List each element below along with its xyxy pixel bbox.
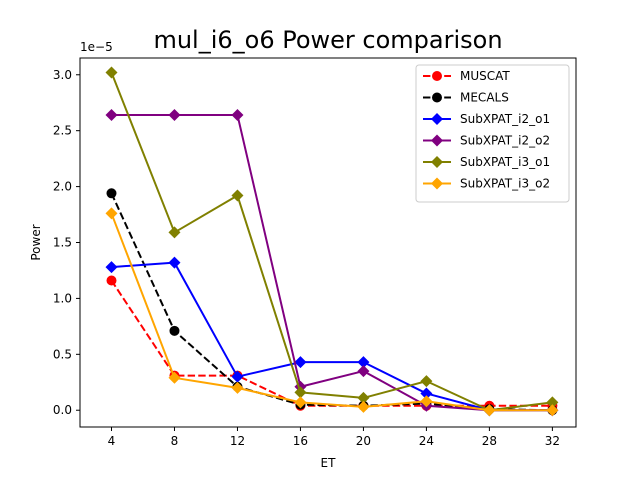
- series-line-subxpat-i3-o2: [110, 213, 553, 412]
- data-point-subxpat-i2-o2-12: [231, 109, 244, 122]
- data-point-subxpat-i2-o1-8: [168, 256, 181, 269]
- legend-item-mecals: MECALS: [423, 91, 509, 105]
- legend-marker-subxpat-i2-o1: [431, 113, 443, 125]
- data-point-mecals-8: [169, 325, 180, 336]
- x-tick-label-28: 28: [482, 434, 497, 448]
- data-point-subxpat-i2-o2-20: [357, 365, 370, 378]
- x-tick-label-32: 32: [545, 434, 560, 448]
- legend-marker-subxpat-i3-o2: [431, 177, 443, 190]
- series-muscat: [106, 275, 558, 411]
- y-axis-scale-note: 1e−5: [80, 40, 113, 54]
- data-point-subxpat-i3-o1-20: [357, 391, 370, 404]
- data-point-subxpat-i3-o2-32: [546, 404, 559, 417]
- data-point-mecals-4: [106, 188, 117, 199]
- data-point-subxpat-i3-o2-16: [294, 396, 307, 409]
- legend-label-subxpat-i2-o1: SubXPAT_i2_o1: [460, 112, 550, 126]
- data-point-subxpat-i3-o2-20: [357, 400, 370, 413]
- legend-marker-subxpat-i3-o1: [431, 156, 443, 168]
- legend-label-subxpat-i3-o2: SubXPAT_i3_o2: [460, 177, 550, 191]
- x-axis: 4 8 12 16 20 24 28 32: [108, 427, 560, 448]
- legend-label-subxpat-i2-o2: SubXPAT_i2_o2: [460, 134, 550, 148]
- data-point-subxpat-i3-o2-12: [231, 381, 244, 394]
- y-tick-label-6: 3.0: [53, 68, 72, 82]
- y-tick-label-0: 0.0: [53, 403, 72, 417]
- data-point-subxpat-i2-o1-4: [105, 261, 118, 274]
- legend-label-muscat: MUSCAT: [460, 69, 510, 83]
- series-subxpat-i2-o1: [105, 256, 559, 417]
- y-tick-label-1: 0.5: [53, 347, 72, 361]
- y-tick-label-2: 1.0: [53, 291, 72, 305]
- data-point-subxpat-i2-o1-24: [420, 387, 433, 400]
- x-tick-label-20: 20: [356, 434, 371, 448]
- data-point-subxpat-i2-o2-4: [105, 109, 118, 122]
- data-point-subxpat-i2-o2-8: [168, 109, 181, 122]
- legend-label-subxpat-i3-o1: SubXPAT_i3_o1: [460, 155, 550, 169]
- x-tick-label-16: 16: [293, 434, 308, 448]
- legend-marker-muscat: [432, 71, 442, 81]
- data-point-subxpat-i3-o1-24: [420, 375, 433, 388]
- y-tick-label-3: 1.5: [53, 236, 72, 250]
- x-tick-label-8: 8: [171, 434, 179, 448]
- legend-item-subxpat-i2-o1: SubXPAT_i2_o1: [423, 112, 550, 126]
- chart-title: mul_i6_o6 Power comparison: [153, 26, 502, 54]
- data-point-subxpat-i2-o1-16: [294, 356, 307, 369]
- y-tick-label-5: 2.5: [53, 124, 72, 138]
- data-point-subxpat-i3-o2-24: [420, 395, 433, 408]
- data-point-subxpat-i3-o2-4: [105, 207, 118, 220]
- y-axis-label: Power: [29, 224, 43, 260]
- data-point-subxpat-i3-o2-28: [483, 404, 496, 417]
- legend-item-subxpat-i2-o2: SubXPAT_i2_o2: [423, 134, 550, 148]
- series-line-muscat: [110, 279, 553, 407]
- series-line-subxpat-i3-o1: [110, 72, 553, 412]
- data-point-subxpat-i3-o1-32: [546, 396, 559, 409]
- y-tick-label-4: 2.0: [53, 180, 72, 194]
- x-tick-label-24: 24: [419, 434, 434, 448]
- legend-box: [415, 64, 570, 203]
- legend-marker-subxpat-i2-o2: [431, 134, 443, 147]
- legend: MUSCAT MECALS SubXPAT_i2_o1 SubXPAT_i2_o2 Su…: [415, 64, 570, 203]
- series-subxpat-i3-o2: [105, 207, 559, 417]
- legend-item-subxpat-i3-o2: SubXPAT_i3_o2: [423, 177, 550, 191]
- legend-item-muscat: MUSCAT: [423, 69, 510, 83]
- plot-area: [105, 66, 559, 417]
- data-point-subxpat-i3-o1-8: [168, 226, 181, 239]
- legend-item-subxpat-i3-o1: SubXPAT_i3_o1: [423, 155, 550, 169]
- data-point-subxpat-i2-o1-12: [231, 370, 244, 383]
- data-point-subxpat-i3-o2-8: [168, 371, 181, 384]
- data-point-subxpat-i2-o1-20: [357, 356, 370, 369]
- data-point-subxpat-i3-o1-4: [105, 66, 118, 79]
- data-point-subxpat-i3-o1-16: [294, 386, 307, 399]
- series-line-subxpat-i2-o1: [111, 261, 553, 412]
- x-tick-label-12: 12: [230, 434, 245, 448]
- legend-label-mecals: MECALS: [460, 91, 509, 105]
- y-axis: 0.0 0.5 1.0 1.5 2.0 2.5 3.0: [53, 68, 80, 417]
- x-axis-label: ET: [321, 456, 337, 470]
- legend-marker-mecals: [432, 92, 442, 103]
- x-tick-label-4: 4: [108, 434, 116, 448]
- data-point-subxpat-i3-o1-12: [231, 189, 244, 202]
- data-point-muscat-4: [106, 275, 117, 286]
